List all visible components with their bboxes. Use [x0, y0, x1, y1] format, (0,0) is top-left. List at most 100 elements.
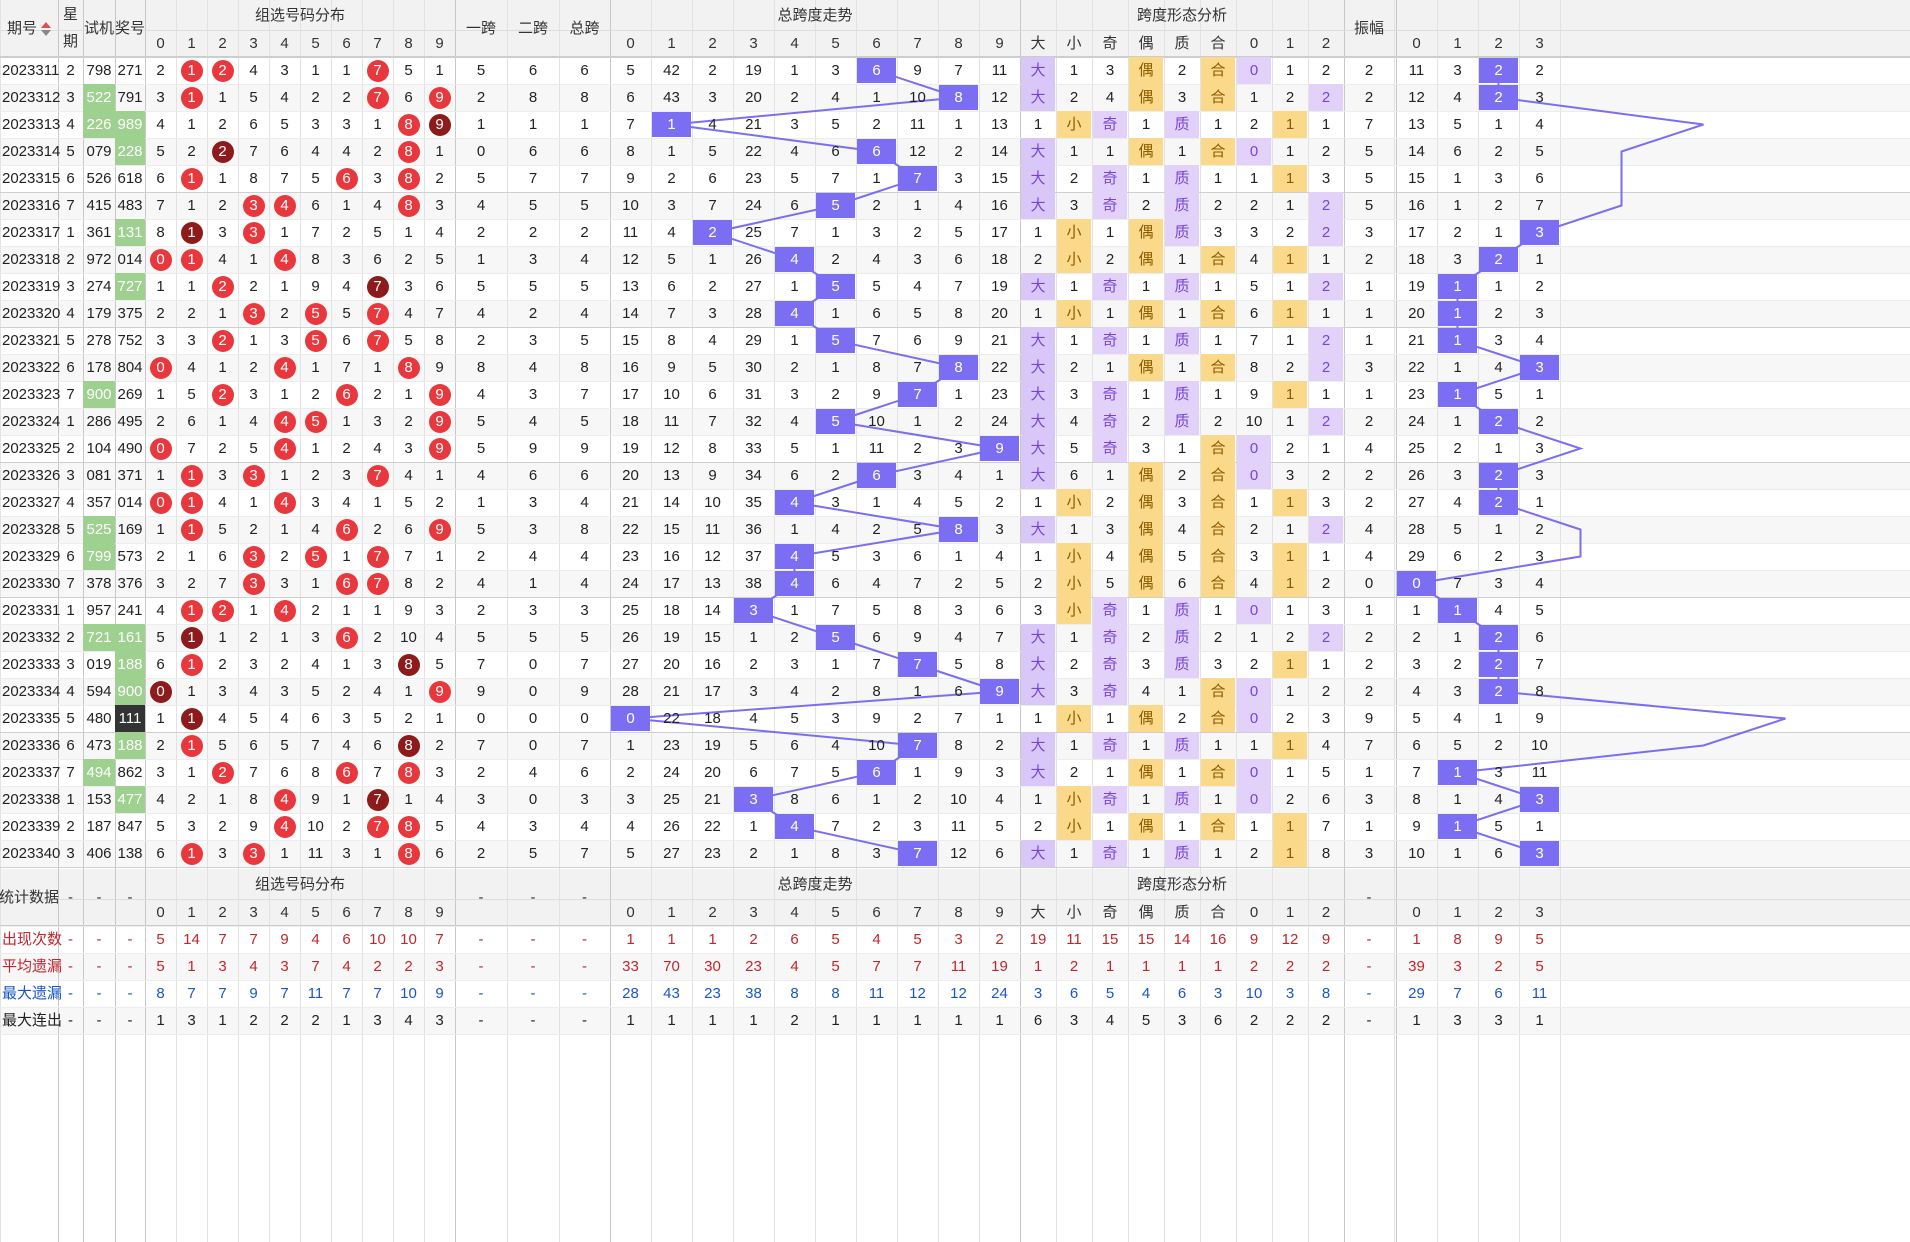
trend-miss-cell: 7	[913, 359, 922, 376]
form-tag: 质	[1165, 192, 1199, 219]
stats-form-cell: 6	[1033, 1012, 1043, 1029]
form-miss-cell: 6	[1321, 791, 1331, 808]
form-miss-cell: 3	[1177, 89, 1187, 106]
trend-miss-cell: 1	[954, 386, 963, 403]
period-cell: 2023331	[2, 602, 61, 619]
stats-group-cell: 9	[435, 985, 444, 1002]
form-tag: 奇	[1093, 165, 1127, 192]
form-tag: 大	[1021, 759, 1055, 786]
group-miss-cell: 3	[373, 413, 382, 430]
trend-miss-cell: 6	[872, 305, 881, 322]
period-cell: 2023339	[2, 818, 61, 835]
col-amp-header: 振幅	[1353, 20, 1384, 37]
form-tag: 小	[1057, 489, 1091, 516]
group-miss-cell: 3	[156, 332, 165, 349]
form-miss-cell: 1	[1105, 710, 1115, 727]
group-miss-cell: 4	[373, 440, 382, 457]
group-miss-cell: 1	[342, 791, 351, 808]
trend-miss-cell: 25	[663, 791, 680, 808]
trend-miss-cell: 1	[790, 845, 799, 862]
total-span-cell: 4	[580, 548, 589, 565]
stats-amp-cell: 7	[1453, 985, 1462, 1002]
digit-ball: 9	[428, 383, 451, 406]
form-miss-cell: 2	[1249, 656, 1259, 673]
stats-form-cell: 3	[1069, 1012, 1079, 1029]
form-tag: 0	[1237, 57, 1271, 84]
amp-box: 2	[1479, 247, 1518, 272]
trend-miss-cell: 4	[995, 548, 1004, 565]
amp-miss-cell: 21	[1408, 332, 1425, 349]
trend-miss-cell: 1	[749, 818, 758, 835]
amplitude-cell: 1	[1364, 278, 1374, 295]
stats-dash: -	[1366, 889, 1372, 906]
form-tag: 大	[1021, 732, 1055, 759]
group-miss-cell: 7	[435, 305, 444, 322]
stats-form-cell: 16	[1209, 931, 1227, 948]
span1-cell: 2	[476, 89, 486, 106]
stats-form-cell: 1	[1105, 958, 1115, 975]
stats-dash: -	[530, 1012, 536, 1029]
trend-miss-cell: 4	[667, 224, 676, 241]
stats-form-cell: 15	[1137, 931, 1155, 948]
group-miss-cell: 8	[156, 224, 165, 241]
stats-form-cell: 9	[1321, 931, 1331, 948]
prize-number-cell: 014	[117, 251, 143, 268]
amp-miss-cell: 2	[1494, 143, 1503, 160]
col-period-header[interactable]: 期号	[0, 0, 58, 57]
group-miss-cell: 2	[218, 116, 227, 133]
amp-miss-cell: 26	[1408, 467, 1425, 484]
form-miss-cell: 1	[1105, 305, 1115, 322]
trend-miss-cell: 26	[745, 251, 762, 268]
trend-miss-cell: 14	[991, 143, 1008, 160]
form-miss-cell: 1	[1141, 386, 1151, 403]
trend-miss-cell: 1	[913, 764, 922, 781]
form-tag: 偶	[1129, 300, 1163, 327]
trend-miss-cell: 3	[954, 170, 963, 187]
trend-miss-cell: 29	[745, 332, 762, 349]
form-miss-cell: 2	[1177, 710, 1187, 727]
group-miss-cell: 1	[156, 278, 165, 295]
stats-form-cell: 2	[1249, 958, 1259, 975]
trend-miss-cell: 4	[708, 332, 717, 349]
total-span-cell: 5	[580, 197, 589, 214]
stats-dash: -	[582, 1012, 587, 1029]
test-number-cell: 286	[86, 413, 112, 430]
trend-miss-cell: 3	[913, 818, 922, 835]
trend-miss-cell: 24	[745, 197, 762, 214]
span1-cell: 2	[476, 845, 486, 862]
stats-group-cell: 10	[400, 931, 417, 948]
trend-miss-cell: 2	[831, 386, 840, 403]
col-span2-header: 二跨	[517, 20, 548, 37]
group-miss-cell: 5	[404, 332, 413, 349]
trend-miss-cell: 3	[872, 845, 881, 862]
trend-box: 4	[775, 571, 814, 596]
group-miss-cell: 9	[404, 602, 413, 619]
form-miss-cell: 5	[1069, 440, 1079, 457]
form-miss-cell: 1	[1285, 602, 1295, 619]
group-miss-cell: 1	[342, 548, 351, 565]
form-miss-cell: 4	[1105, 89, 1115, 106]
form-tag: 奇	[1093, 732, 1127, 759]
week-cell: 5	[66, 710, 75, 727]
trend-miss-cell: 4	[626, 818, 635, 835]
span2-cell: 6	[528, 62, 538, 79]
span1-cell: 2	[476, 224, 486, 241]
group-miss-cell: 6	[218, 548, 227, 565]
form-miss-cell: 1	[1105, 143, 1115, 160]
stats-label: 平均遗漏	[2, 958, 63, 975]
form-tag: 质	[1165, 597, 1199, 624]
amp-miss-cell: 6	[1494, 845, 1503, 862]
period-cell: 2023329	[2, 548, 61, 565]
amp-miss-cell: 1	[1453, 413, 1462, 430]
group-miss-cell: 3	[187, 332, 196, 349]
trend-box: 1	[652, 112, 691, 137]
trend-miss-cell: 1	[749, 629, 758, 646]
form-tag: 偶	[1129, 813, 1163, 840]
trend-miss-cell: 17	[991, 224, 1008, 241]
trend-miss-cell: 14	[704, 602, 721, 619]
sort-icon[interactable]	[41, 21, 51, 36]
trend-miss-cell: 8	[831, 845, 840, 862]
trend-miss-cell: 3	[667, 197, 676, 214]
form-tag: 大	[1021, 678, 1055, 705]
trend-miss-cell: 4	[708, 116, 717, 133]
